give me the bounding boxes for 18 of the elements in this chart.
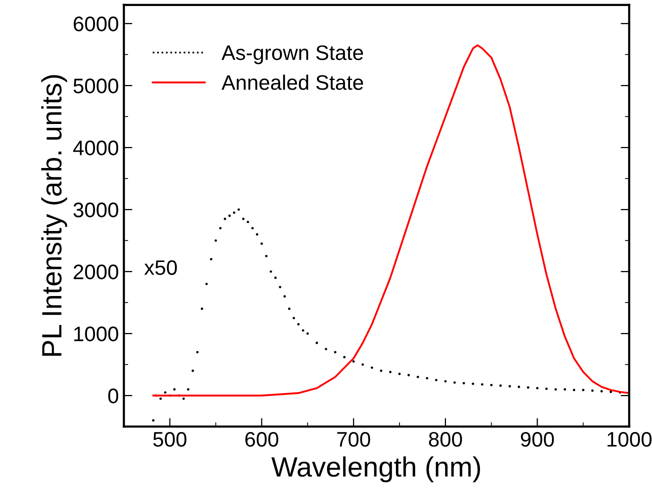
annotation: x50 xyxy=(144,260,177,275)
y-tick-label: 1000 xyxy=(74,326,118,342)
x-tick-label: 700 xyxy=(337,432,370,447)
x-tick-label: 600 xyxy=(245,432,278,447)
y-tick-label: 2000 xyxy=(74,264,118,280)
y-tick-label: 6000 xyxy=(74,16,118,32)
y-axis-title: PL Intensity (arb. units) xyxy=(41,75,68,356)
y-tick-label: 4000 xyxy=(73,140,118,156)
x-tick-label: 500 xyxy=(153,432,186,447)
legend-label: Annealed State xyxy=(222,74,364,90)
x-tick-label: 900 xyxy=(520,432,554,447)
y-tick-label: 0 xyxy=(108,388,118,404)
y-tick-label: 3000 xyxy=(73,202,118,218)
x-tick-label: 800 xyxy=(428,432,462,447)
x-tick-label: 1000 xyxy=(608,432,652,447)
y-tick-label: 5000 xyxy=(74,78,118,94)
legend-label: As-grown State xyxy=(222,45,363,64)
x-axis-title: Wavelength (nm) xyxy=(271,456,480,482)
